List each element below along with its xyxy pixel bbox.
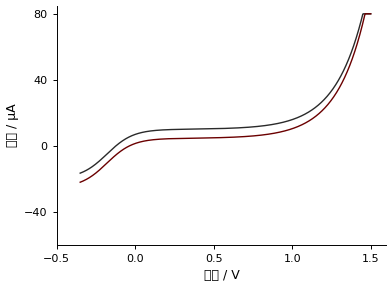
- Y-axis label: 电流 / μA: 电流 / μA: [5, 103, 18, 147]
- X-axis label: 电压 / V: 电压 / V: [204, 270, 240, 283]
